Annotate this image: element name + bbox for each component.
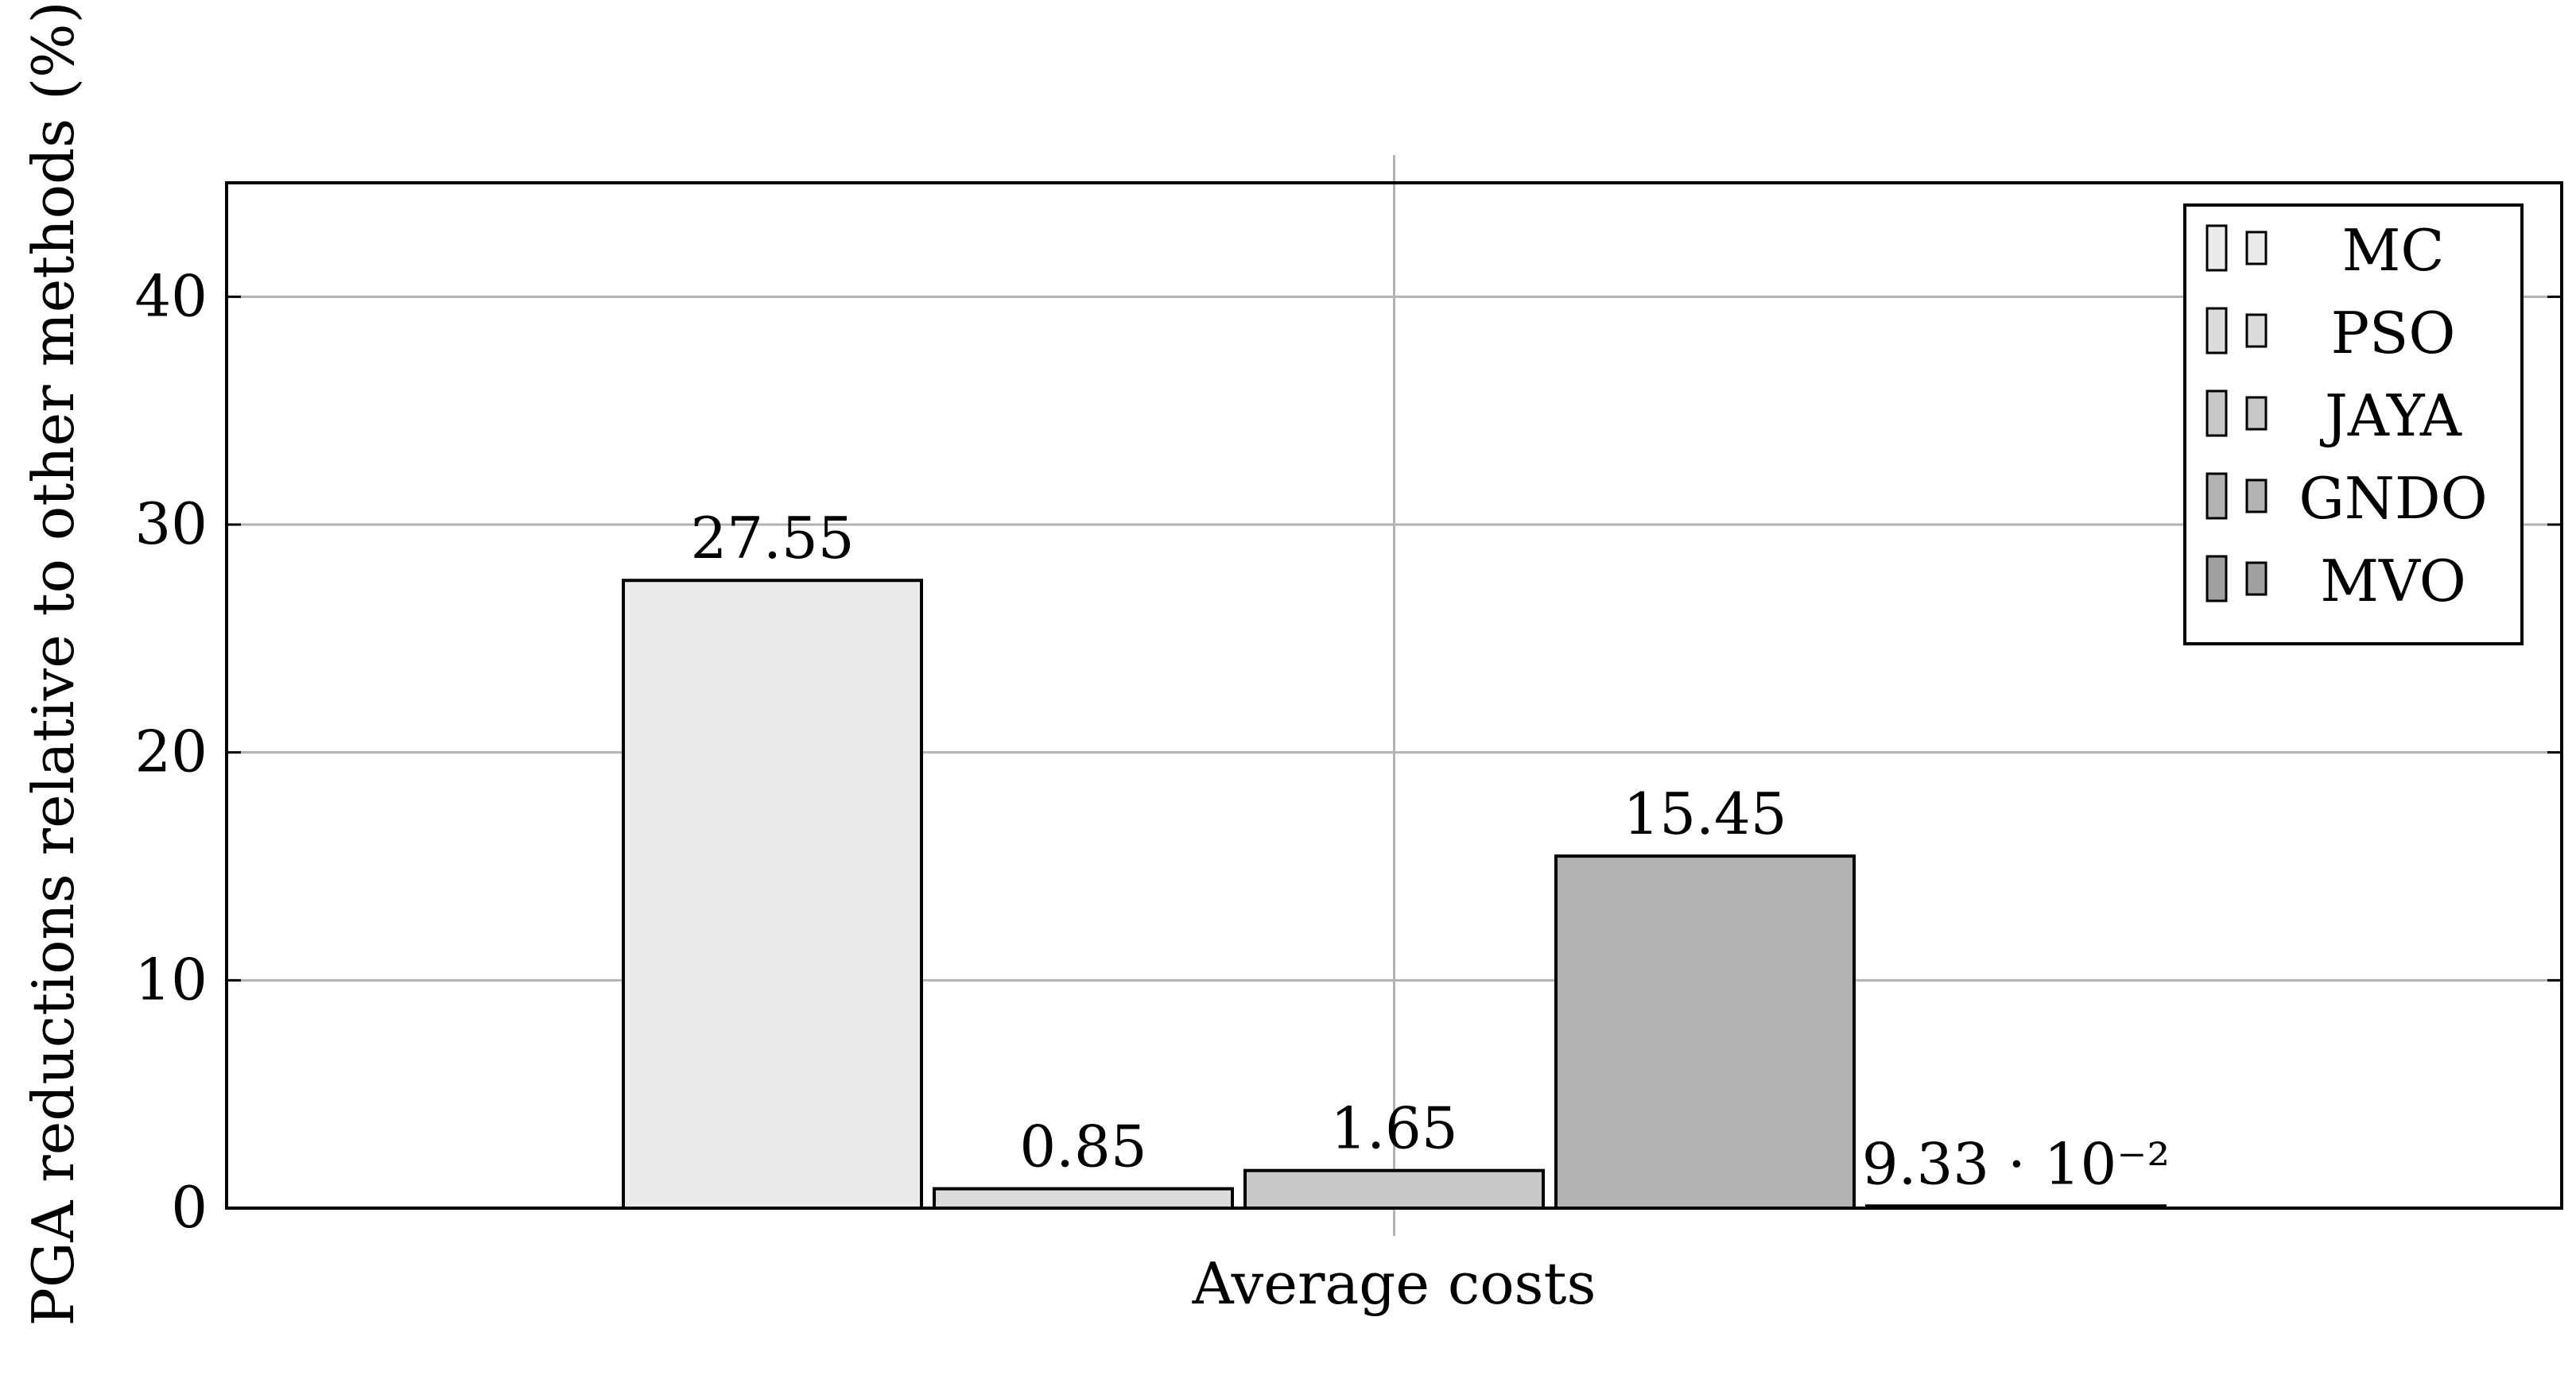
bar-value-label-gndo: 15.45 — [1623, 781, 1787, 847]
legend-label-mc: MC — [2342, 217, 2445, 284]
legend-swatch-jaya — [2245, 396, 2268, 431]
legend-swatch-mvo — [2245, 561, 2268, 596]
bar-value-label-mc: 27.55 — [690, 505, 854, 571]
y-axis-label: PGA reductions relative to other methods… — [20, 1, 87, 1326]
legend-swatch-pso — [2245, 313, 2268, 348]
bar-gndo — [1554, 854, 1856, 1210]
legend-swatch-gndo — [2206, 472, 2228, 520]
y-tick-label: 10 — [134, 946, 208, 1013]
x-axis-label: Average costs — [1192, 1250, 1596, 1317]
legend-swatch-pso — [2206, 307, 2228, 354]
y-tick-label: 20 — [134, 719, 208, 785]
bar-pso — [933, 1187, 1234, 1210]
plot-area-frame — [225, 181, 2563, 1210]
y-tick-label: 0 — [171, 1174, 208, 1241]
legend-label-gndo: GNDO — [2299, 465, 2487, 532]
grid — [227, 155, 2562, 1236]
legend-box — [2183, 203, 2524, 645]
legend-swatch-mvo — [2206, 555, 2228, 602]
bar-value-label-pso: 0.85 — [1019, 1114, 1146, 1180]
y-axis-ticks: 0 10 20 30 40 — [134, 262, 2562, 1241]
bar-value-label-jaya: 1.65 — [1330, 1095, 1457, 1162]
legend-swatch-jaya — [2206, 389, 2228, 437]
bar-value-label-mvo: 9.33 · 10⁻² — [1862, 1130, 2170, 1197]
bar-jaya — [1243, 1168, 1545, 1210]
y-tick-label: 40 — [134, 262, 208, 329]
legend-swatch-mc — [2245, 230, 2268, 265]
bar-value-labels: 27.55 0.85 1.65 15.45 9.33 · 10⁻² — [690, 505, 2170, 1197]
legend-label-pso: PSO — [2331, 300, 2456, 366]
legend-swatch-mc — [2206, 224, 2228, 272]
legend-label-jaya: JAYA — [2319, 382, 2462, 449]
legend-swatch-gndo — [2245, 478, 2268, 513]
bar-mc — [622, 579, 923, 1210]
legend: MC PSO JAYA GNDO MVO — [2183, 203, 2524, 645]
y-tick-label: 30 — [134, 490, 208, 557]
legend-label-mvo: MVO — [2320, 548, 2465, 614]
